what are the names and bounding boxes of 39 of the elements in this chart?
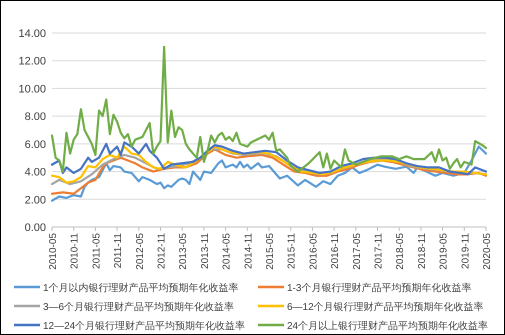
x-tick-label: 2016-05 bbox=[308, 232, 320, 270]
x-tick-label: 2015-05 bbox=[265, 232, 276, 270]
line-series bbox=[50, 146, 488, 202]
x-tick-label: 2013-05 bbox=[178, 232, 190, 270]
legend-label: 6—12个月银行理财产品平均预期年化收益率 bbox=[287, 301, 484, 313]
y-tick-label: 10.00 bbox=[18, 83, 46, 96]
x-tick-label: 2019-05 bbox=[438, 232, 450, 270]
x-tick-label: 2010-11 bbox=[70, 232, 81, 269]
x-tick-label: 2013-11 bbox=[200, 232, 211, 269]
x-tick-label: 2011-05 bbox=[91, 232, 102, 269]
x-tick-label: 2012-05 bbox=[134, 232, 146, 270]
y-tick-label: 6.00 bbox=[24, 138, 46, 151]
y-tick-label: 2.00 bbox=[24, 194, 46, 206]
x-tick-label: 2014-05 bbox=[222, 232, 233, 270]
y-tick-label: 4.00 bbox=[24, 166, 46, 179]
x-tick-label: 2010-05 bbox=[48, 232, 59, 270]
x-tick-label: 2012-11 bbox=[156, 232, 168, 269]
x-tick-label: 2016-11 bbox=[330, 232, 342, 269]
x-tick-label: 2011-11 bbox=[113, 232, 124, 268]
y-tick-label: 12.00 bbox=[18, 56, 46, 68]
x-tick-label: 2014-11 bbox=[243, 232, 254, 269]
legend-label: 1个月以内银行理财产品平均预期年化收益率 bbox=[43, 282, 239, 294]
x-tick-label: 2017-05 bbox=[352, 232, 363, 270]
line-series bbox=[50, 141, 488, 176]
legend-label: 12—24个月银行理财产品平均预期年化收益率 bbox=[43, 320, 246, 332]
legend-label: 3—6个月银行理财产品平均预期年化收益率 bbox=[43, 301, 234, 313]
line-series bbox=[50, 148, 488, 195]
x-tick-label: 2018-11 bbox=[416, 232, 428, 269]
x-tick-label: 2020-05 bbox=[482, 232, 493, 270]
x-tick-label: 2018-05 bbox=[395, 232, 406, 270]
y-tick-label: 14.00 bbox=[18, 28, 46, 40]
x-tick-label: 2015-11 bbox=[286, 232, 298, 269]
line-series bbox=[50, 46, 488, 173]
legend-label: 24个月以上银行理财产品平均预期年化收益率 bbox=[287, 320, 488, 332]
x-tick-label: 2017-11 bbox=[374, 232, 384, 269]
x-tick-label: 2019-11 bbox=[460, 232, 472, 269]
y-tick-label: 0.00 bbox=[24, 222, 46, 234]
y-tick-label: 8.00 bbox=[24, 111, 46, 124]
legend-label: 1-3个月银行理财产品平均预期年化收益率 bbox=[287, 282, 472, 294]
